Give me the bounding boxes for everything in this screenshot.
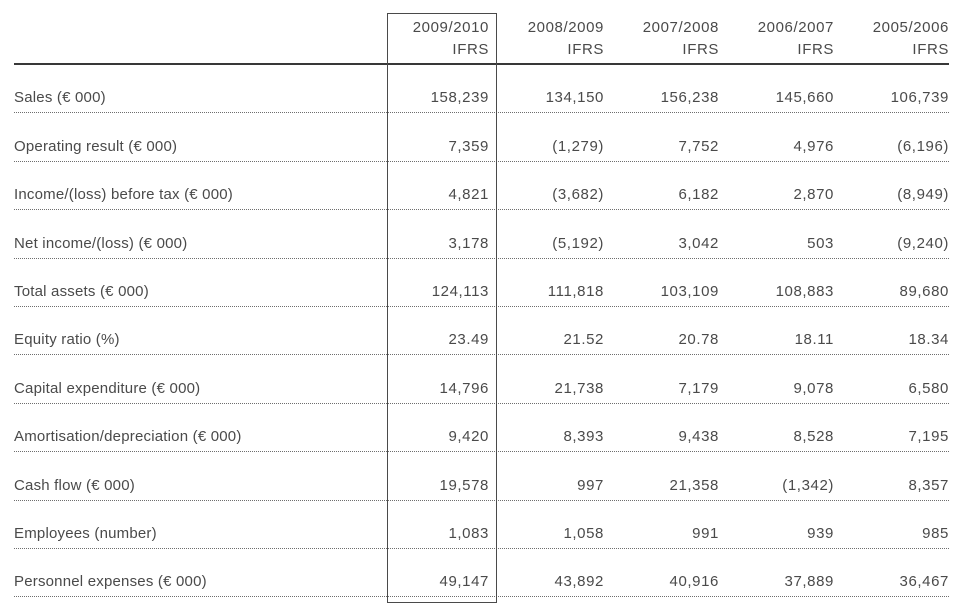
cell-value: 991	[692, 524, 719, 542]
cell-value: 4,821	[448, 186, 489, 204]
cell-value: 156,238	[660, 89, 719, 107]
column-accounting-basis: IFRS	[682, 41, 719, 58]
cell-value: 145,660	[775, 89, 834, 107]
table-row: Capital expenditure (€ 000) 14,796 21,738 7…	[14, 355, 949, 404]
cell-value: 8,393	[563, 428, 604, 446]
cell-value: (8,949)	[897, 186, 949, 204]
cell-value: 3,042	[678, 234, 719, 252]
cell-value: 19,578	[439, 476, 489, 494]
table-row: Equity ratio (%) 23.49 21.52 20.78 18.11 18.3…	[14, 307, 949, 356]
cell-value: 108,883	[775, 282, 834, 300]
row-label: Cash flow (€ 000)	[14, 476, 135, 494]
table-row: Total assets (€ 000) 124,113 111,818 103,10…	[14, 259, 949, 307]
cell-value: 2,870	[793, 186, 834, 204]
cell-value: 23.49	[448, 331, 489, 349]
table-row: Operating result (€ 000) 7,359 (1,279) 7,75…	[14, 113, 949, 162]
cell-value: 14,796	[439, 379, 489, 397]
table-row: Employees (number) 1,083 1,058 991 939 985	[14, 501, 949, 549]
column-header: 2007/2008 IFRS	[604, 13, 719, 61]
row-label: Sales (€ 000)	[14, 89, 106, 107]
column-period: 2007/2008	[642, 19, 719, 36]
table-row: Net income/(loss) (€ 000) 3,178 (5,192) 3,0…	[14, 210, 949, 259]
cell-value: 158,239	[430, 89, 489, 107]
column-period: 2006/2007	[757, 19, 834, 36]
cell-value: 1,083	[448, 524, 489, 542]
row-label: Equity ratio (%)	[14, 331, 120, 349]
cell-value: (5,192)	[552, 234, 604, 252]
row-label: Income/(loss) before tax (€ 000)	[14, 186, 233, 204]
column-period: 2008/2009	[527, 19, 604, 36]
column-period: 2005/2006	[872, 19, 949, 36]
cell-value: 7,179	[678, 379, 719, 397]
row-label: Amortisation/depreciation (€ 000)	[14, 428, 242, 446]
cell-value: 503	[807, 234, 834, 252]
cell-value: 21.52	[563, 331, 604, 349]
cell-value: 3,178	[448, 234, 489, 252]
cell-value: 8,528	[793, 428, 834, 446]
cell-value: 997	[577, 476, 604, 494]
column-period: 2009/2010	[412, 19, 489, 36]
cell-value: 9,078	[793, 379, 834, 397]
cell-value: 8,357	[908, 476, 949, 494]
column-accounting-basis: IFRS	[912, 41, 949, 58]
cell-value: 124,113	[431, 282, 489, 300]
cell-value: 985	[922, 524, 949, 542]
cell-value: 20.78	[678, 331, 719, 349]
cell-value: 36,467	[899, 573, 949, 591]
cell-value: 37,889	[784, 573, 834, 591]
cell-value: 21,738	[554, 379, 604, 397]
row-label: Operating result (€ 000)	[14, 137, 178, 155]
table-row: Cash flow (€ 000) 19,578 997 21,358 (1,342) 8…	[14, 452, 949, 501]
cell-value: 6,182	[678, 186, 719, 204]
row-label: Net income/(loss) (€ 000)	[14, 234, 188, 252]
row-label: Capital expenditure (€ 000)	[14, 379, 201, 397]
cell-value: (3,682)	[552, 186, 604, 204]
cell-value: 939	[807, 524, 834, 542]
table-row: Personnel expenses (€ 000) 49,147 43,892 40…	[14, 549, 949, 598]
cell-value: (1,279)	[552, 137, 604, 155]
row-label: Employees (number)	[14, 524, 157, 542]
cell-value: 106,739	[890, 89, 949, 107]
cell-value: 103,109	[660, 282, 719, 300]
table-header-row: 2009/2010 IFRS 2008/2009 IFRS 2007/2008 IFRS 2…	[14, 13, 949, 65]
cell-value: 1,058	[563, 524, 604, 542]
cell-value: 9,420	[448, 428, 489, 446]
cell-value: 7,752	[678, 137, 719, 155]
cell-value: 40,916	[669, 573, 719, 591]
table-body: Sales (€ 000) 158,239 134,150 156,238 145,66…	[14, 65, 949, 598]
cell-value: (1,342)	[782, 476, 834, 494]
row-label: Personnel expenses (€ 000)	[14, 573, 207, 591]
cell-value: 134,150	[545, 89, 604, 107]
cell-value: 7,359	[448, 137, 489, 155]
cell-value: 111,818	[547, 282, 604, 300]
column-accounting-basis: IFRS	[567, 41, 604, 58]
cell-value: 7,195	[908, 428, 949, 446]
cell-value: 9,438	[678, 428, 719, 446]
column-header: 2005/2006 IFRS	[834, 13, 949, 61]
cell-value: (6,196)	[897, 137, 949, 155]
column-header: 2009/2010 IFRS	[374, 13, 489, 61]
column-accounting-basis: IFRS	[452, 41, 489, 58]
cell-value: 18.34	[908, 331, 949, 349]
cell-value: 89,680	[899, 282, 949, 300]
column-header: 2006/2007 IFRS	[719, 13, 834, 61]
cell-value: 43,892	[554, 573, 604, 591]
row-label: Total assets (€ 000)	[14, 282, 149, 300]
column-accounting-basis: IFRS	[797, 41, 834, 58]
cell-value: 18.11	[794, 331, 834, 349]
table-row: Sales (€ 000) 158,239 134,150 156,238 145,66…	[14, 65, 949, 114]
cell-value: 49,147	[439, 573, 489, 591]
cell-value: 21,358	[669, 476, 719, 494]
column-header: 2008/2009 IFRS	[489, 13, 604, 61]
cell-value: (9,240)	[897, 234, 949, 252]
table-row: Amortisation/depreciation (€ 000) 9,420 8,…	[14, 404, 949, 453]
cell-value: 4,976	[793, 137, 834, 155]
table-row: Income/(loss) before tax (€ 000) 4,821 (3,…	[14, 162, 949, 211]
cell-value: 6,580	[908, 379, 949, 397]
